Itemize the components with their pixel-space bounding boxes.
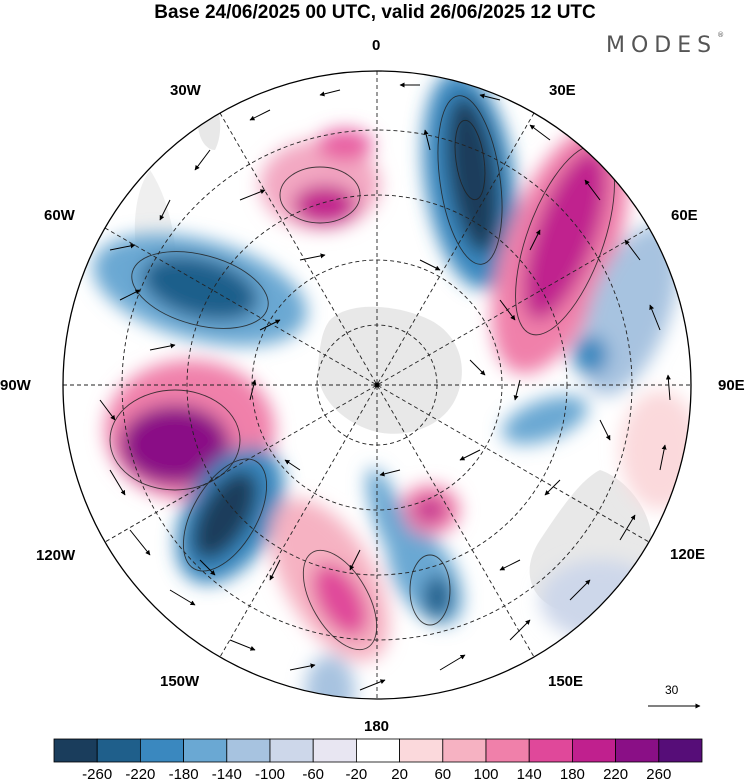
colorbar-swatch xyxy=(442,738,487,763)
colorbar-swatch xyxy=(53,738,98,763)
label-lon-120w: 120W xyxy=(36,547,76,564)
colorbar-swatch xyxy=(139,738,184,763)
colorbar-tick-label: -260 xyxy=(82,766,113,783)
anomaly-blobs xyxy=(92,71,691,699)
colorbar-swatch xyxy=(615,738,660,763)
colorbar-tick-label: 20 xyxy=(391,766,408,783)
registered-mark: ® xyxy=(717,31,725,39)
colorbar-swatch xyxy=(312,738,357,763)
label-lon-60e: 60E xyxy=(671,207,698,224)
colorbar-tick-label: -20 xyxy=(345,766,368,783)
graticule xyxy=(63,71,691,699)
label-lon-0: 0 xyxy=(372,37,381,54)
label-lon-90w: 90W xyxy=(0,377,31,394)
colorbar-swatch xyxy=(658,738,703,763)
label-lon-150w: 150W xyxy=(160,673,200,690)
colorbar-tick-label: 60 xyxy=(434,766,452,783)
antarctica-shape xyxy=(317,306,462,434)
colorbar-swatch xyxy=(355,738,400,763)
wind-vectors xyxy=(99,82,671,691)
label-lon-180: 180 xyxy=(364,718,390,735)
colorbar-swatch xyxy=(399,738,444,763)
label-lon-150e: 150E xyxy=(548,673,584,690)
brand-text: MODES xyxy=(606,33,718,58)
colorbar-tick-label: -220 xyxy=(125,766,156,783)
colorbar-swatch xyxy=(226,738,271,763)
label-lon-90e: 90E xyxy=(718,377,745,394)
label-lon-30e: 30E xyxy=(549,82,576,99)
map-title: Base 24/06/2025 00 UTC, valid 26/06/2025… xyxy=(154,2,596,23)
modes-logo: MODES® xyxy=(606,31,725,58)
colorbar-tick-label: -60 xyxy=(302,766,325,783)
colorbar-tick-label: -180 xyxy=(168,766,199,783)
colorbar-swatch xyxy=(528,738,573,763)
colorbar-swatch xyxy=(183,738,228,763)
colorbar-tick-label: 260 xyxy=(646,766,672,783)
colorbar-swatch xyxy=(269,738,314,763)
map-frame xyxy=(62,70,692,700)
colorbar-swatch xyxy=(96,738,141,763)
label-lon-60w: 60W xyxy=(44,207,75,224)
label-lon-30w: 30W xyxy=(170,82,201,99)
reference-vector-label: 30 xyxy=(665,683,679,697)
colorbar-swatch xyxy=(572,738,617,763)
colorbar xyxy=(53,738,703,763)
label-lon-120e: 120E xyxy=(670,546,706,563)
colorbar-tick-label: 140 xyxy=(516,766,542,783)
pole-dot xyxy=(374,382,380,388)
colorbar-tick-label: 180 xyxy=(559,766,585,783)
colorbar-tick-label: -140 xyxy=(211,766,242,783)
colorbar-tick-label: -100 xyxy=(254,766,286,783)
colorbar-tick-label: 100 xyxy=(473,766,499,783)
anomaly-field xyxy=(63,71,691,699)
colorbar-swatch xyxy=(485,738,530,763)
colorbar-tick-label: 220 xyxy=(603,766,629,783)
